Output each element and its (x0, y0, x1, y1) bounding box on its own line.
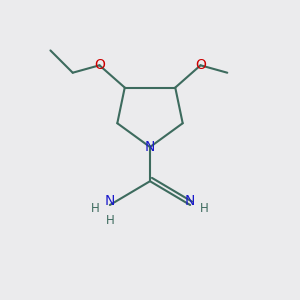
Text: H: H (91, 202, 100, 215)
Text: O: O (195, 58, 206, 72)
Text: H: H (200, 202, 209, 215)
Text: N: N (105, 194, 115, 208)
Text: N: N (185, 194, 195, 208)
Text: O: O (94, 58, 105, 72)
Text: N: N (145, 140, 155, 154)
Text: H: H (106, 214, 114, 227)
